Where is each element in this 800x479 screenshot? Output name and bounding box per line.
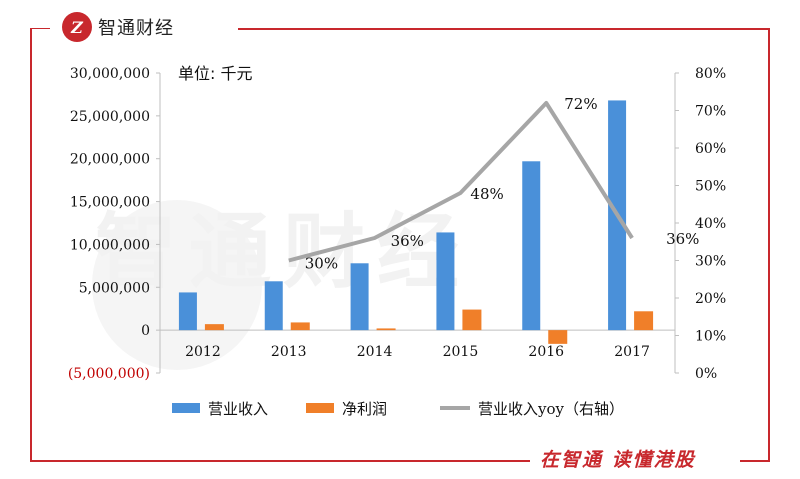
right-tick-label: 70% bbox=[695, 104, 726, 120]
left-tick-label: 0 bbox=[141, 323, 150, 339]
unit-label: 单位: 千元 bbox=[178, 64, 253, 83]
x-tick-label: 2014 bbox=[357, 344, 393, 360]
frame-bottom bbox=[30, 460, 530, 462]
legend-swatch bbox=[172, 403, 200, 413]
profit-bar bbox=[204, 324, 224, 331]
left-tick-label: 20,000,000 bbox=[70, 152, 150, 168]
right-tick-label: 80% bbox=[695, 66, 726, 82]
x-tick-label: 2017 bbox=[614, 344, 650, 360]
brand: Z 智通财经 bbox=[62, 12, 174, 42]
left-tick-label: 30,000,000 bbox=[70, 66, 150, 82]
yoy-line bbox=[288, 101, 634, 263]
x-tick-label: 2016 bbox=[528, 344, 564, 360]
legend-label: 营业收入yoy（右轴） bbox=[478, 400, 624, 418]
right-tick-label: 20% bbox=[695, 291, 726, 307]
yoy-data-label: 48% bbox=[470, 185, 503, 203]
frame-top-right bbox=[238, 28, 770, 30]
profit-bar bbox=[548, 330, 568, 344]
left-tick-label: 25,000,000 bbox=[70, 109, 150, 125]
watermark-logo bbox=[92, 200, 262, 370]
x-tick-label: 2013 bbox=[271, 344, 307, 360]
frame-top-left bbox=[30, 28, 50, 29]
revenue-bar bbox=[350, 263, 369, 331]
x-tick-label: 2015 bbox=[443, 344, 479, 360]
yoy-data-label: 72% bbox=[564, 95, 597, 113]
right-tick-label: 0% bbox=[695, 366, 717, 382]
revenue-bar bbox=[264, 281, 283, 331]
left-tick-label: (5,000,000) bbox=[68, 366, 150, 382]
profit-bar bbox=[376, 328, 396, 331]
legend-label: 营业收入 bbox=[208, 400, 268, 418]
brand-name: 智通财经 bbox=[98, 18, 174, 39]
legend-swatch bbox=[306, 403, 334, 413]
right-tick-label: 30% bbox=[695, 254, 726, 270]
yoy-data-label: 30% bbox=[305, 255, 338, 273]
left-tick-label: 5,000,000 bbox=[79, 280, 150, 296]
left-tick-label: 10,000,000 bbox=[70, 237, 150, 253]
slogan: 在智通 读懂港股 bbox=[540, 449, 696, 471]
legend-label: 净利润 bbox=[342, 400, 387, 418]
right-tick-label: 50% bbox=[695, 179, 726, 195]
frame-bottom-right bbox=[740, 460, 770, 462]
revenue-bar bbox=[436, 232, 455, 331]
yoy-data-label: 36% bbox=[391, 232, 424, 250]
right-tick-label: 60% bbox=[695, 141, 726, 157]
brand-logo-icon: Z bbox=[62, 12, 92, 42]
right-tick-label: 10% bbox=[695, 329, 726, 345]
profit-bar bbox=[634, 311, 654, 331]
profit-bar bbox=[290, 322, 310, 331]
left-tick-label: 15,000,000 bbox=[70, 195, 150, 211]
frame-left bbox=[30, 28, 32, 462]
yoy-data-label: 36% bbox=[666, 230, 699, 248]
revenue-bar bbox=[522, 161, 541, 331]
x-tick-label: 2012 bbox=[185, 344, 221, 360]
right-tick-label: 40% bbox=[695, 216, 726, 232]
profit-bar bbox=[462, 309, 482, 331]
revenue-bar bbox=[178, 292, 197, 331]
frame-right bbox=[768, 28, 770, 462]
